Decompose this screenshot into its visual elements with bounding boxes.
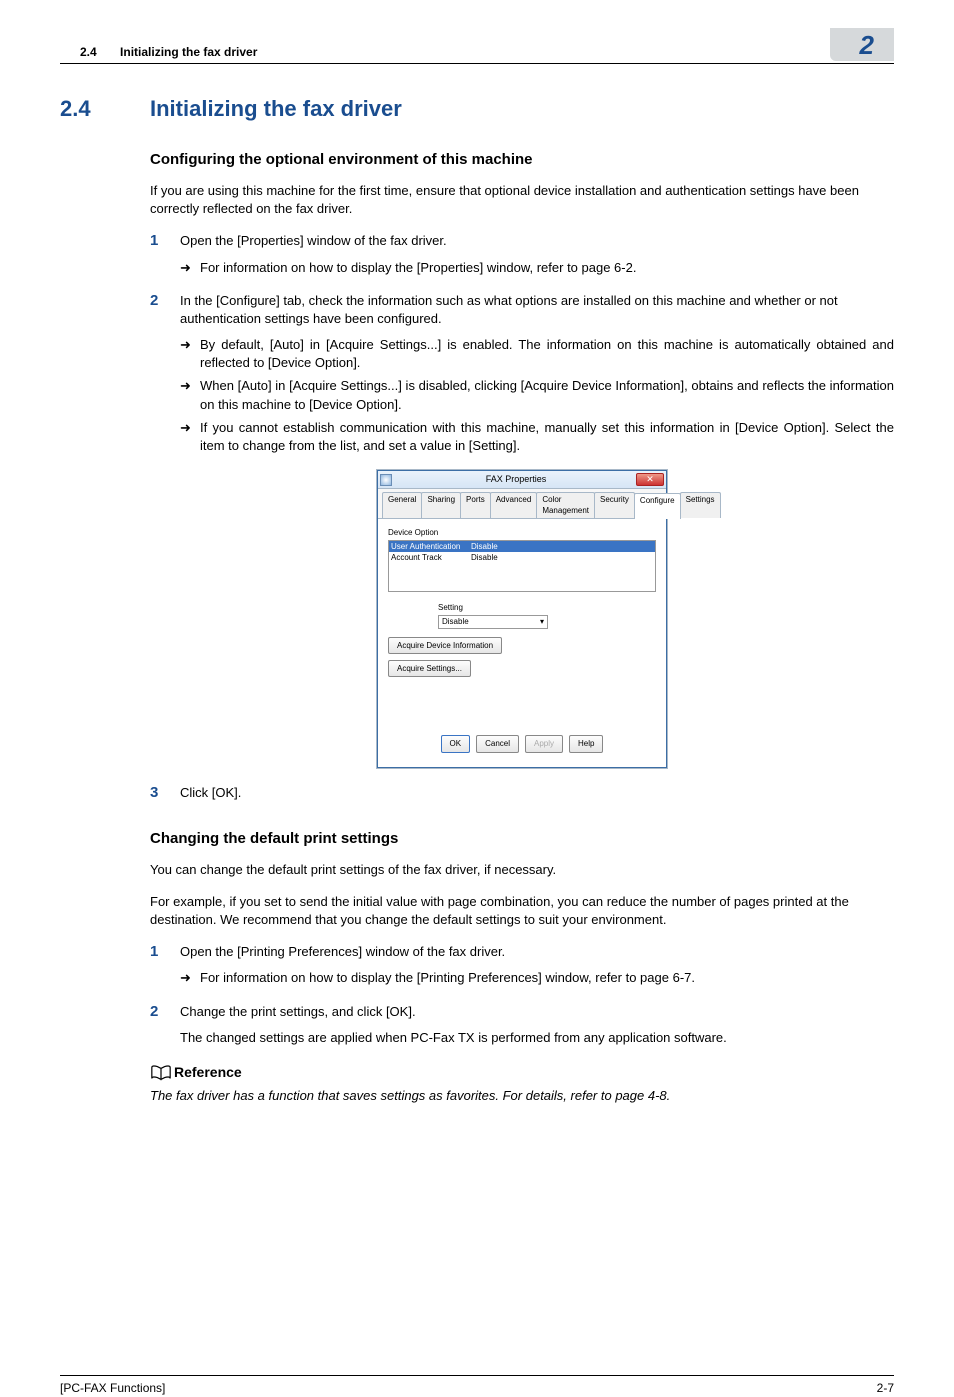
cancel-button[interactable]: Cancel [476, 735, 519, 752]
sub-item: ➜ When [Auto] in [Acquire Settings...] i… [180, 377, 894, 413]
heading-2: 2.4 Initializing the fax driver [60, 94, 894, 125]
system-icon [380, 474, 392, 486]
step-number: 2 [150, 1003, 180, 1053]
tab-sharing[interactable]: Sharing [421, 492, 461, 517]
step-number: 1 [150, 943, 180, 992]
section-b-para1: You can change the default print setting… [150, 861, 894, 879]
apply-button[interactable]: Apply [525, 735, 563, 752]
sub-item: ➜ By default, [Auto] in [Acquire Setting… [180, 336, 894, 372]
dialog-tabs: General Sharing Ports Advanced Color Man… [378, 489, 666, 518]
list-cell: Disable [471, 552, 498, 563]
sub-item: ➜ If you cannot establish communication … [180, 419, 894, 455]
arrow-icon: ➜ [180, 419, 200, 455]
header-section-number: 2.4 [80, 45, 97, 59]
tab-general[interactable]: General [382, 492, 422, 517]
dialog-screenshot: FAX Properties ✕ General Sharing Ports A… [150, 470, 894, 767]
chevron-down-icon: ▾ [540, 616, 544, 627]
arrow-icon: ➜ [180, 336, 200, 372]
dialog-title: FAX Properties [396, 473, 636, 486]
tab-color-management[interactable]: Color Management [536, 492, 595, 517]
header-section-title: Initializing the fax driver [120, 45, 257, 59]
step-text: Open the [Properties] window of the fax … [180, 232, 894, 250]
tab-configure[interactable]: Configure [634, 493, 681, 518]
tab-settings[interactable]: Settings [680, 492, 721, 517]
list-cell: User Authentication [391, 541, 471, 552]
step-text: Change the print settings, and click [OK… [180, 1003, 894, 1021]
device-option-listbox[interactable]: User Authentication Disable Account Trac… [388, 540, 656, 592]
setting-label: Setting [438, 602, 656, 613]
page-header: 2.4 Initializing the fax driver 2 [60, 28, 894, 64]
reference-heading: Reference [150, 1063, 894, 1083]
setting-dropdown[interactable]: Disable ▾ [438, 615, 548, 629]
properties-dialog: FAX Properties ✕ General Sharing Ports A… [377, 470, 667, 767]
sub-text: When [Auto] in [Acquire Settings...] is … [200, 377, 894, 413]
close-icon[interactable]: ✕ [636, 473, 664, 486]
dialog-footer: OK Cancel Apply Help [378, 729, 666, 766]
sub-text: If you cannot establish communication wi… [200, 419, 894, 455]
section-a-step-2: 2 In the [Configure] tab, check the info… [150, 292, 894, 461]
section-a-heading: Configuring the optional environment of … [150, 149, 894, 170]
step-text: In the [Configure] tab, check the inform… [180, 292, 894, 328]
chapter-badge: 2 [830, 28, 894, 61]
arrow-icon: ➜ [180, 377, 200, 413]
section-b-step-2: 2 Change the print settings, and click [… [150, 1003, 894, 1053]
page-footer: [PC-FAX Functions] 2-7 [60, 1375, 894, 1397]
dialog-titlebar: FAX Properties ✕ [378, 471, 666, 489]
section-b-para2: For example, if you set to send the init… [150, 893, 894, 929]
arrow-icon: ➜ [180, 259, 200, 277]
reference-label: Reference [174, 1063, 242, 1083]
list-cell: Account Track [391, 552, 471, 563]
step-number: 3 [150, 784, 180, 808]
h2-number: 2.4 [60, 94, 150, 125]
section-a-step-3: 3 Click [OK]. [150, 784, 894, 808]
h2-title: Initializing the fax driver [150, 94, 402, 125]
step-text: Click [OK]. [180, 784, 894, 802]
sub-text: By default, [Auto] in [Acquire Settings.… [200, 336, 894, 372]
footer-left: [PC-FAX Functions] [60, 1380, 165, 1397]
section-b-heading: Changing the default print settings [150, 828, 894, 849]
setting-block: Setting Disable ▾ [438, 602, 656, 629]
sub-text: For information on how to display the [P… [200, 259, 894, 277]
tab-ports[interactable]: Ports [460, 492, 491, 517]
section-b-step-1: 1 Open the [Printing Preferences] window… [150, 943, 894, 992]
ok-button[interactable]: OK [441, 735, 471, 752]
device-option-label: Device Option [388, 527, 656, 538]
step-number: 1 [150, 232, 180, 281]
sub-item: ➜ For information on how to display the … [180, 259, 894, 277]
list-cell: Disable [471, 541, 498, 552]
list-row[interactable]: Account Track Disable [389, 552, 655, 563]
help-button[interactable]: Help [569, 735, 603, 752]
section-a-intro: If you are using this machine for the fi… [150, 182, 894, 218]
step-number: 2 [150, 292, 180, 461]
tab-security[interactable]: Security [594, 492, 635, 517]
dialog-body: Device Option User Authentication Disabl… [378, 519, 666, 730]
arrow-icon: ➜ [180, 969, 200, 987]
tab-advanced[interactable]: Advanced [490, 492, 538, 517]
acquire-device-info-button[interactable]: Acquire Device Information [388, 637, 502, 654]
sub-item: ➜ For information on how to display the … [180, 969, 894, 987]
step-text: Open the [Printing Preferences] window o… [180, 943, 894, 961]
step-note: The changed settings are applied when PC… [180, 1029, 894, 1047]
book-icon [150, 1064, 172, 1082]
reference-text: The fax driver has a function that saves… [150, 1087, 894, 1105]
header-left: 2.4 Initializing the fax driver [60, 44, 257, 61]
sub-text: For information on how to display the [P… [200, 969, 894, 987]
footer-right: 2-7 [877, 1380, 894, 1397]
setting-value: Disable [442, 616, 469, 627]
list-row[interactable]: User Authentication Disable [389, 541, 655, 552]
acquire-settings-button[interactable]: Acquire Settings... [388, 660, 471, 677]
section-a-step-1: 1 Open the [Properties] window of the fa… [150, 232, 894, 281]
